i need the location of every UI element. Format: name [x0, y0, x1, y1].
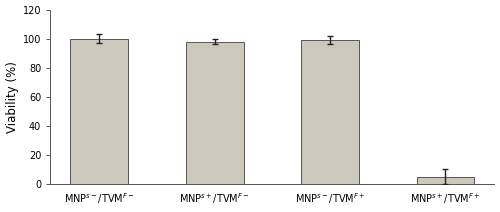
Bar: [416, 177, 474, 184]
Y-axis label: Viability (%): Viability (%): [6, 61, 18, 133]
Bar: [70, 39, 128, 184]
Bar: [301, 40, 359, 184]
Bar: [186, 42, 244, 184]
